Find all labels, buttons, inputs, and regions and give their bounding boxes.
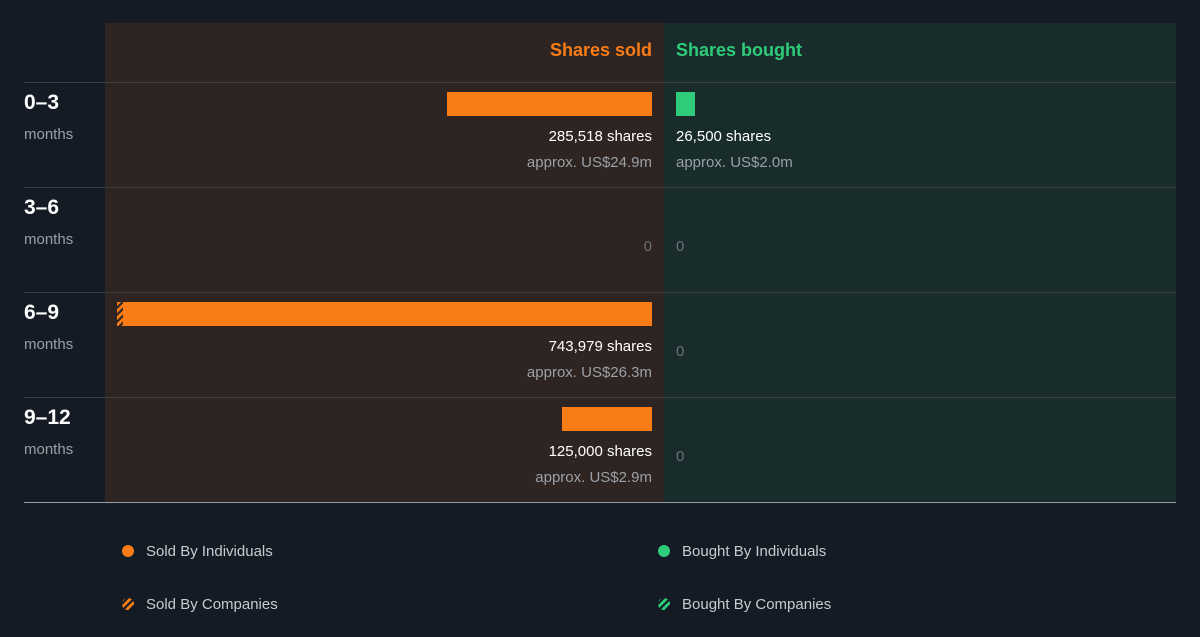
bought-value-label: approx. US$2.0m (676, 154, 793, 171)
period-label: 0–3 (24, 91, 60, 114)
legend-label: Sold By Individuals (146, 543, 273, 560)
sold-bar (117, 302, 652, 326)
legend-label: Bought By Companies (682, 596, 832, 613)
period-label: 9–12 (24, 406, 71, 429)
insider-trading-chart: Shares sold Shares bought 0–3 months 285,5… (24, 23, 1176, 503)
sold-shares-label: 125,000 shares (548, 443, 652, 460)
legend-hatch-icon (658, 598, 670, 610)
sold-bar (562, 407, 652, 431)
legend-item: Sold By Individuals (122, 543, 273, 560)
shares-bought-header: Shares bought (676, 40, 803, 60)
row-divider (24, 292, 1176, 293)
bought-bar (676, 92, 696, 116)
period-unit-label: months (24, 126, 74, 143)
bought-zero-label: 0 (676, 343, 685, 360)
sold-shares-label: 743,979 shares (548, 338, 652, 355)
period-row: 0–3 months 285,518 shares approx. US$24.9m 2… (24, 82, 1176, 187)
legend-item: Bought By Companies (658, 596, 832, 613)
period-label: 6–9 (24, 301, 60, 324)
legend-label: Bought By Individuals (682, 543, 827, 560)
sold-value-label: approx. US$24.9m (526, 154, 652, 171)
row-divider (24, 397, 1176, 398)
legend-dot-icon (658, 545, 670, 557)
sold-bar (446, 92, 652, 116)
period-unit-label: months (24, 231, 74, 248)
legend-label: Sold By Companies (146, 596, 278, 613)
bought-zero-label: 0 (676, 448, 685, 465)
sold-by-companies-hatch (117, 302, 123, 326)
legend-item: Bought By Individuals (658, 543, 827, 560)
row-divider (24, 187, 1176, 188)
row-divider (24, 502, 1176, 503)
bought-shares-label: 26,500 shares (676, 128, 772, 145)
period-row: 3–6 months 0 0 (24, 187, 1176, 292)
legend-item: Sold By Companies (122, 596, 278, 613)
row-divider (24, 82, 1176, 83)
sold-shares-label: 285,518 shares (548, 128, 652, 145)
legend-hatch-icon (122, 598, 134, 610)
period-row: 9–12 months 125,000 shares approx. US$2.9m 0 (24, 397, 1176, 502)
period-unit-label: months (24, 336, 74, 353)
bought-zero-label: 0 (676, 238, 685, 255)
legend-dot-icon (122, 545, 134, 557)
sold-value-label: approx. US$26.3m (526, 364, 652, 381)
shares-sold-header: Shares sold (549, 40, 652, 60)
sold-value-label: approx. US$2.9m (535, 469, 652, 486)
sold-zero-label: 0 (643, 238, 652, 255)
period-row: 6–9 months 743,979 shares approx. US$26.3m 0 (24, 292, 1176, 397)
period-unit-label: months (24, 441, 74, 458)
period-label: 3–6 (24, 196, 60, 219)
shares-bought-panel (664, 23, 1176, 502)
